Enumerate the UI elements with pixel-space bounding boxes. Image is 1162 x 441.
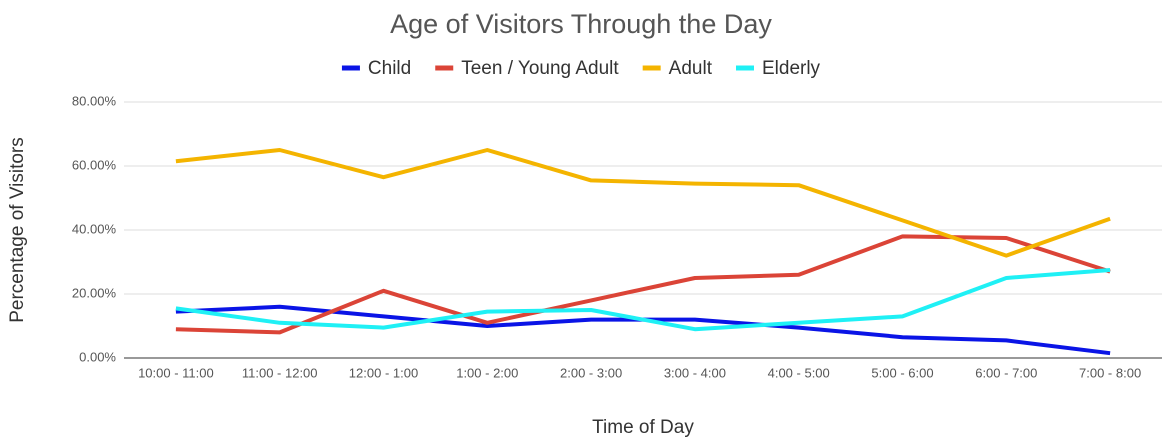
x-tick-label: 5:00 - 6:00 xyxy=(871,365,933,380)
series-line xyxy=(175,148,1111,258)
x-tick-label: 4:00 - 5:00 xyxy=(768,365,830,380)
series-line xyxy=(175,268,1111,332)
y-tick-label: 60.00% xyxy=(72,157,117,172)
series-line xyxy=(175,304,1111,356)
x-tick-label: 1:00 - 2:00 xyxy=(456,365,518,380)
x-tick-label: 6:00 - 7:00 xyxy=(975,365,1037,380)
legend-label: Child xyxy=(368,58,411,79)
y-tick-label: 40.00% xyxy=(72,221,117,236)
y-tick-label: 80.00% xyxy=(72,93,117,108)
x-tick-label: 3:00 - 4:00 xyxy=(664,365,726,380)
x-tick-label: 10:00 - 11:00 xyxy=(138,365,214,380)
x-tick-label: 12:00 - 1:00 xyxy=(349,365,418,380)
chart-title: Age of Visitors Through the Day xyxy=(390,9,772,39)
x-tick-label: 11:00 - 12:00 xyxy=(242,365,318,380)
y-tick-label: 20.00% xyxy=(72,285,117,300)
x-axis-label: Time of Day xyxy=(592,417,694,438)
legend-label: Teen / Young Adult xyxy=(461,58,619,79)
legend-label: Elderly xyxy=(762,58,821,79)
y-axis-label: Percentage of Visitors xyxy=(7,137,28,323)
x-tick-label: 2:00 - 3:00 xyxy=(560,365,622,380)
y-tick-label: 0.00% xyxy=(79,349,116,364)
legend-label: Adult xyxy=(669,58,713,79)
x-tick-label: 7:00 - 8:00 xyxy=(1079,365,1141,380)
